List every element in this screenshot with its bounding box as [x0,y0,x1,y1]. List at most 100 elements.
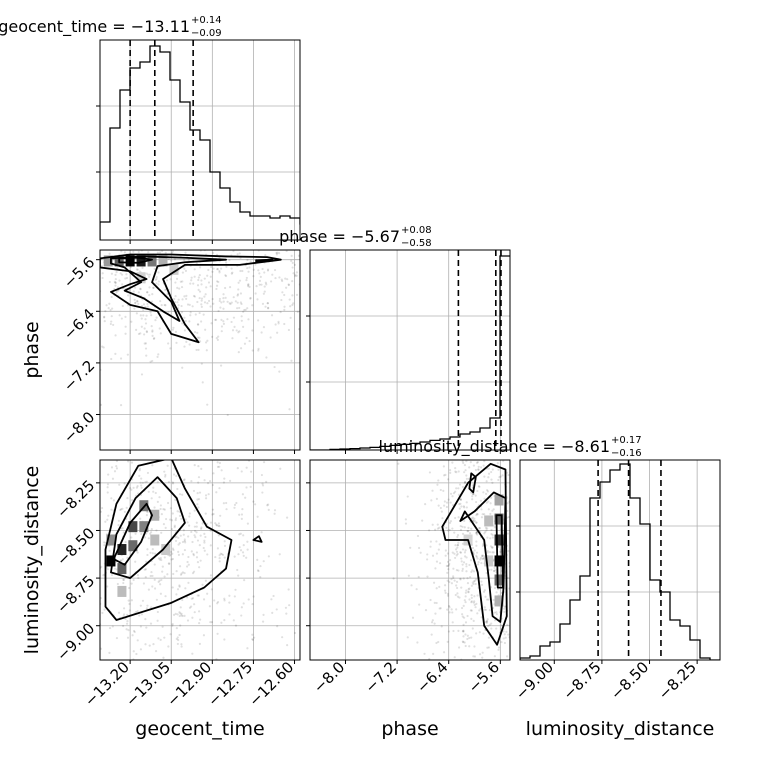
scatter-point [281,636,284,639]
scatter-point [249,485,252,488]
scatter-point [280,278,283,281]
scatter-point [451,611,454,614]
scatter-point [183,538,186,541]
scatter-point [430,621,434,624]
histogram-phase [310,255,510,450]
scatter-point [484,526,488,530]
scatter-point [290,359,293,362]
scatter-point [160,558,163,562]
scatter-point [288,604,291,607]
scatter-point [454,544,457,547]
scatter-point [140,317,143,320]
scatter-point [266,503,270,506]
scatter-point [144,318,147,321]
scatter-point [204,328,207,331]
scatter-point [106,483,110,486]
scatter-point [192,554,195,557]
contour-2 [118,256,153,264]
scatter-point [173,525,176,529]
scatter-point [479,499,482,502]
scatter-point [198,622,201,625]
scatter-point [181,298,184,301]
scatter-point [497,646,501,649]
scatter-point [180,517,183,520]
scatter-point [126,636,130,639]
scatter-point [216,547,219,550]
scatter-point [223,599,226,602]
scatter-point [152,286,155,289]
scatter-point [106,486,109,489]
scatter-point [177,550,180,553]
scatter-point [464,644,467,648]
scatter-point [112,499,115,502]
scatter-point [153,337,156,340]
scatter-point [163,636,166,639]
scatter-point [469,609,472,612]
scatter-point [197,276,200,279]
scatter-point [266,268,270,271]
scatter-point [117,611,121,614]
scatter-point [262,326,266,329]
scatter-point [449,471,452,474]
scatter-point [193,534,196,537]
scatter-point [149,574,152,578]
scatter-point [152,337,155,340]
scatter-point [184,541,187,544]
scatter-point [171,557,175,561]
scatter-point [217,335,220,338]
scatter-point [164,475,167,478]
scatter-point [487,598,490,601]
scatter-point [483,589,486,592]
scatter-point [198,340,202,343]
scatter-point [468,645,471,648]
scatter-point [102,346,105,349]
scatter-point [225,261,228,264]
scatter-point [178,584,181,587]
scatter-point [241,269,244,273]
scatter-point [490,528,493,532]
scatter-point [475,632,478,635]
scatter-point [437,479,440,482]
scatter-point [481,513,484,516]
scatter-point [151,464,154,467]
scatter-point [202,313,205,316]
scatter-point [180,304,183,308]
scatter-point [475,531,478,534]
scatter-point [456,546,459,549]
scatter-point [181,614,184,618]
scatter-point [421,519,424,522]
scatter-point [477,468,480,471]
scatter-point [190,605,193,608]
scatter-point [114,334,117,337]
scatter-point [471,546,475,550]
scatter-point [431,523,434,526]
scatter-point [451,621,454,624]
scatter-point [178,633,181,637]
scatter-point [166,464,169,467]
scatter-point [485,620,489,623]
scatter-point [203,295,206,298]
scatter-point [156,500,159,503]
scatter-point [207,281,211,284]
scatter-point [469,559,473,562]
scatter-point [255,284,258,288]
scatter-point [241,508,244,511]
scatter-point [140,486,143,489]
scatter-point [125,622,129,625]
scatter-point [464,621,468,624]
scatter-point [470,584,473,587]
scatter-point [200,526,203,529]
scatter-point [198,491,202,494]
scatter-point [114,281,117,284]
scatter-point [246,266,249,270]
scatter-point [218,557,221,560]
scatter-point [429,598,432,602]
scatter-point [487,500,490,503]
scatter-point [200,297,204,300]
scatter-point [474,578,478,581]
scatter-point [216,338,219,342]
scatter-point [145,607,148,610]
scatter-point [475,544,478,547]
scatter-point [171,481,174,484]
scatter-point [433,622,436,625]
